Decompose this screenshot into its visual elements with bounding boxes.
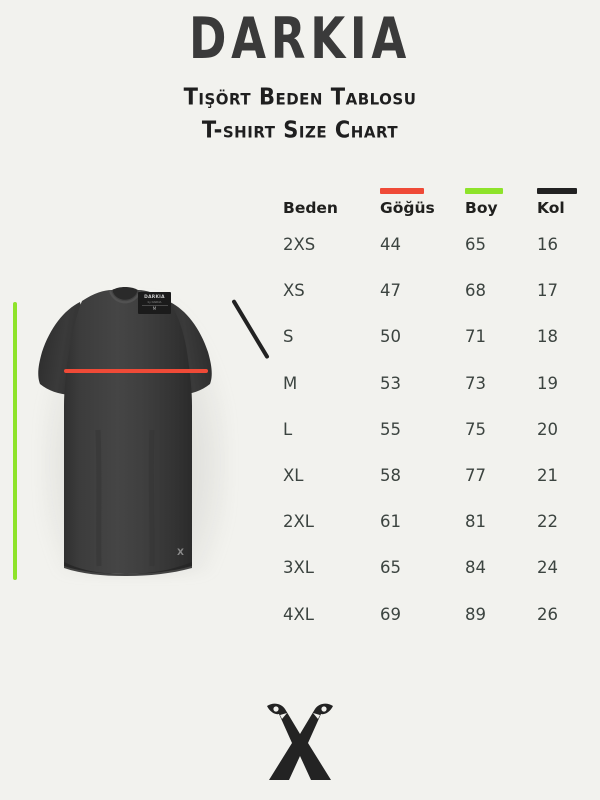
cell-sleeve: 26 [537,604,558,624]
cell-size: XS [283,281,305,301]
neck-label-sub: by DARKIA [147,300,162,304]
sleeve-color-marker [537,188,577,194]
cell-chest: 61 [380,512,401,532]
darkia-x-mark-icon [267,703,333,780]
column-header-size: Beden [283,199,338,217]
table-row: 4XL 69 89 26 [275,605,575,651]
cell-sleeve: 18 [537,327,558,347]
neck-label-brand: DARKIA [144,294,165,300]
footer-logo [0,700,600,786]
cell-size: M [283,373,298,393]
subtitle-turkish: Tişört Beden Tablosu [183,84,417,110]
cell-chest: 47 [380,281,401,301]
cell-sleeve: 24 [537,558,558,578]
table-row: XL 58 77 21 [275,466,575,512]
cell-sleeve: 22 [537,512,558,532]
neck-label-size: M [141,304,168,311]
table-row: XS 47 68 17 [275,281,575,327]
column-header-chest: Göğüs [380,199,435,217]
cell-length: 77 [465,465,486,485]
cell-length: 68 [465,281,486,301]
cell-length: 73 [465,373,486,393]
neck-label: DARKIA by DARKIA M [138,292,171,314]
column-header-sleeve: Kol [537,199,565,217]
table-body: 2XS 44 65 16 XS 47 68 17 S 50 71 18 M 53 73 19 L 55 75 20 XL… [275,235,575,651]
tshirt-illustration: DARKIA by DARKIA M X [20,280,245,580]
column-markers [275,185,577,199]
table-row: 2XL 61 81 22 [275,512,575,558]
cell-sleeve: 17 [537,281,558,301]
cell-length: 81 [465,512,486,532]
cell-sleeve: 20 [537,419,558,439]
cell-length: 75 [465,419,486,439]
cell-sleeve: 21 [537,465,558,485]
cell-size: 2XL [283,512,314,532]
cell-size: 3XL [283,558,314,578]
length-guide-line [13,302,17,580]
table-row: M 53 73 19 [275,374,575,420]
column-header-length: Boy [465,199,498,217]
table-row: L 55 75 20 [275,420,575,466]
table-row: 2XS 44 65 16 [275,235,575,281]
length-color-marker [465,188,503,194]
cell-size: 4XL [283,604,314,624]
tshirt-body [64,290,192,574]
cell-chest: 44 [380,235,401,254]
cell-sleeve: 16 [537,235,558,254]
table-row: S 50 71 18 [275,327,575,373]
chest-guide-line [64,369,208,373]
cell-chest: 50 [380,327,401,347]
table-header-row: Beden Göğüs Boy Kol [275,199,575,235]
tshirt-hem [64,562,192,576]
cell-length: 89 [465,604,486,624]
cell-size: L [283,419,293,439]
cell-chest: 55 [380,419,401,439]
cell-size: XL [283,465,304,485]
cell-length: 71 [465,327,486,347]
cell-chest: 53 [380,373,401,393]
cell-chest: 69 [380,604,401,624]
cell-chest: 65 [380,558,401,578]
table-row: 3XL 65 84 24 [275,558,575,604]
cell-length: 84 [465,558,486,578]
cell-size: 2XS [283,235,316,254]
size-table: Beden Göğüs Boy Kol 2XS 44 65 16 XS 47 68 17 S 50… [275,185,577,651]
brand-wordmark: DARKIA [189,6,411,73]
cell-chest: 58 [380,465,401,485]
cell-sleeve: 19 [537,373,558,393]
tshirt-svg [38,287,212,576]
cell-length: 65 [465,235,486,254]
hem-logo: X [177,548,184,558]
subtitle-english: T-shirt Size Chart [201,117,399,143]
tshirt-collar [112,287,138,300]
chest-color-marker [380,188,424,194]
cell-size: S [283,327,294,347]
